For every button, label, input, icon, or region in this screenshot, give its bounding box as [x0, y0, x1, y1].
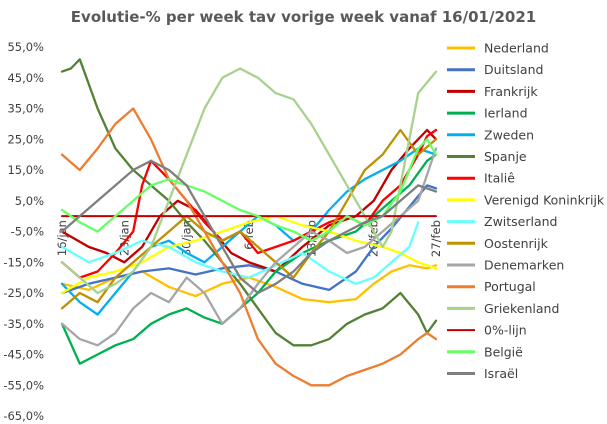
x-tick-label: 30/jan — [180, 220, 194, 256]
legend-label: Zweden — [484, 127, 534, 142]
y-tick-label: 45,0% — [7, 71, 44, 85]
series-line — [60, 147, 438, 347]
y-tick-label: -45,0% — [3, 348, 44, 362]
y-tick-label: -35,0% — [3, 317, 44, 331]
series-line — [60, 128, 438, 273]
legend-label: Israël — [484, 366, 518, 381]
legend-label: Portugal — [484, 279, 536, 294]
y-tick-label: -25,0% — [3, 286, 44, 300]
series-line — [60, 58, 438, 347]
y-tick-label: -15,0% — [3, 255, 44, 269]
legend: Nederland Duitsland Frankrijk Ierland Zweden… — [447, 41, 605, 381]
legend-label: Griekenland — [484, 301, 559, 316]
legend-label: Verenigd Koninkrijk — [484, 192, 605, 207]
y-tick-label: 25,0% — [7, 132, 44, 146]
chart-title: Evolutie-% per week tav vorige week vana… — [70, 8, 537, 26]
series-line — [60, 67, 438, 295]
legend-label: Ierland — [484, 106, 528, 121]
legend-label: België — [484, 344, 523, 359]
legend-label: Frankrijk — [484, 84, 538, 99]
series-line — [60, 128, 438, 279]
series-line — [60, 107, 438, 387]
legend-label: 0%-lijn — [484, 323, 527, 338]
y-tick-label: -65,0% — [3, 409, 44, 423]
legend-label: Zwitserland — [484, 214, 558, 229]
plot-area — [60, 58, 438, 387]
legend-label: Spanje — [484, 149, 527, 164]
series-line — [60, 138, 438, 242]
series-line — [60, 221, 420, 285]
series-line — [60, 159, 438, 295]
legend-label: Oostenrijk — [484, 236, 549, 251]
y-tick-label: 55,0% — [7, 40, 44, 54]
y-tick-label: 35,0% — [7, 102, 44, 116]
y-tick-label: 15,0% — [7, 163, 44, 177]
y-axis: 55,0% 45,0% 35,0% 25,0% 15,0% 5,0% -5,0% -15,0%… — [3, 40, 44, 423]
legend-label: Denemarken — [484, 258, 564, 273]
legend-label: Duitsland — [484, 62, 543, 77]
y-tick-label: 5,0% — [15, 194, 44, 208]
legend-label: Nederland — [484, 41, 549, 56]
series-line — [60, 128, 438, 310]
series-line — [60, 147, 438, 316]
legend-label: Italiê — [484, 171, 515, 186]
y-tick-label: -5,0% — [11, 225, 44, 239]
y-tick-label: -55,0% — [3, 378, 44, 392]
x-tick-label: 27/feb — [429, 220, 443, 257]
